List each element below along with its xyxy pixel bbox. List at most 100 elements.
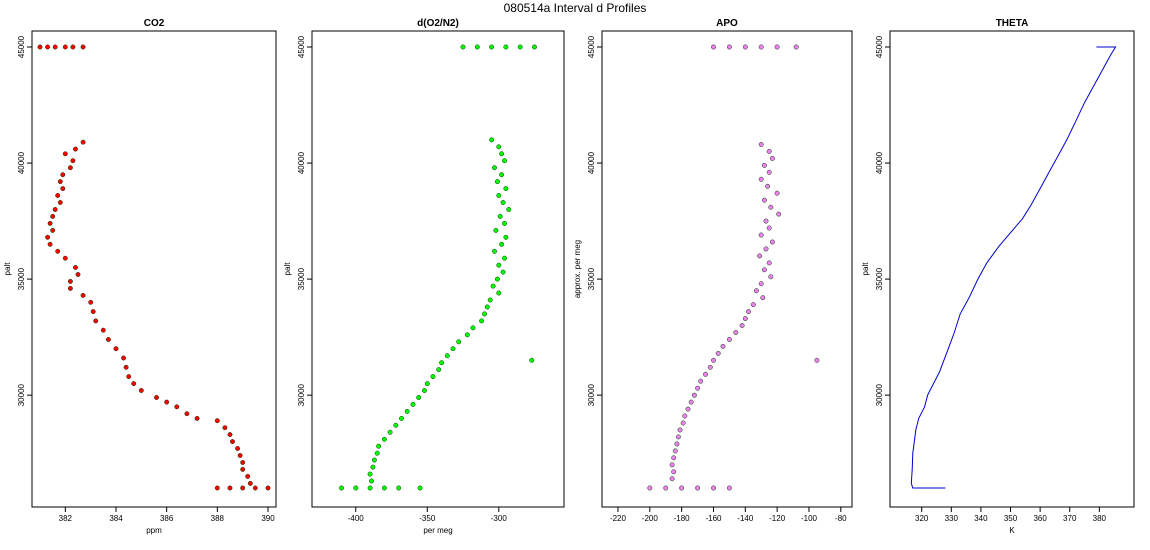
data-point bbox=[711, 485, 716, 491]
data-point bbox=[47, 220, 53, 226]
data-point bbox=[758, 142, 764, 147]
data-point bbox=[753, 288, 759, 294]
data-point bbox=[62, 151, 68, 157]
data-point bbox=[698, 378, 704, 384]
data-point bbox=[517, 44, 523, 50]
data-point bbox=[75, 272, 81, 277]
y-tick-label: 45000 bbox=[587, 35, 596, 58]
data-point bbox=[671, 469, 677, 475]
data-point bbox=[240, 466, 246, 472]
data-point bbox=[73, 146, 78, 152]
data-point bbox=[52, 44, 58, 50]
data-point bbox=[126, 374, 132, 380]
data-point bbox=[393, 422, 399, 428]
x-tick-label: -160 bbox=[705, 514, 722, 523]
data-point bbox=[733, 330, 739, 335]
panel-title: CO2 bbox=[144, 18, 165, 29]
data-point bbox=[164, 399, 170, 405]
data-point bbox=[70, 44, 76, 50]
data-point bbox=[45, 44, 51, 50]
data-point bbox=[760, 295, 766, 301]
data-point bbox=[369, 478, 374, 484]
data-point bbox=[247, 480, 253, 486]
x-tick-label: -300 bbox=[491, 514, 508, 523]
panel-theta: THETA 320 330 340 350 360 370 380 30000 35000 4000… bbox=[861, 18, 1135, 535]
y-tick-label: 45000 bbox=[297, 35, 306, 58]
data-point bbox=[766, 260, 772, 266]
x-tick-label: 386 bbox=[160, 514, 174, 523]
data-point bbox=[436, 367, 442, 373]
data-point bbox=[227, 485, 233, 491]
panel-o2n2: d(O2/N2) -400 -350 -300 30000 35000 40000 45000… bbox=[283, 18, 565, 535]
data-point bbox=[50, 227, 56, 233]
figure-title: 080514a Interval d Profiles bbox=[504, 1, 647, 15]
data-point bbox=[499, 241, 505, 247]
y-axis-label: palt bbox=[861, 262, 870, 276]
data-point bbox=[80, 44, 86, 50]
data-point bbox=[62, 44, 68, 50]
data-point bbox=[60, 172, 66, 178]
x-tick-label: 380 bbox=[1093, 514, 1107, 523]
data-point bbox=[499, 172, 505, 178]
data-point bbox=[691, 392, 697, 398]
data-point bbox=[492, 165, 497, 171]
data-point bbox=[726, 485, 732, 491]
x-tick-label: 320 bbox=[915, 514, 929, 523]
x-axis-label: per meg bbox=[423, 526, 452, 535]
data-point bbox=[672, 448, 678, 454]
data-point bbox=[503, 186, 509, 192]
data-point bbox=[138, 388, 144, 393]
data-point bbox=[768, 204, 774, 210]
data-point bbox=[154, 395, 159, 400]
data-point bbox=[484, 304, 490, 310]
data-point bbox=[265, 485, 271, 491]
data-point bbox=[500, 269, 506, 275]
data-point bbox=[503, 44, 509, 50]
data-point bbox=[669, 462, 675, 468]
data-point bbox=[439, 360, 445, 366]
data-point bbox=[529, 357, 535, 363]
data-point bbox=[367, 485, 373, 491]
data-point bbox=[715, 350, 721, 356]
data-point bbox=[758, 281, 764, 287]
data-point bbox=[746, 309, 751, 315]
data-point bbox=[493, 227, 499, 233]
data-point bbox=[680, 420, 686, 426]
data-point bbox=[489, 44, 495, 50]
data-point bbox=[73, 265, 78, 270]
data-point bbox=[450, 346, 456, 352]
data-point bbox=[726, 337, 732, 342]
data-point bbox=[720, 343, 726, 349]
data-point bbox=[695, 385, 701, 391]
data-point bbox=[214, 485, 220, 491]
y-axis-label: palt bbox=[283, 262, 292, 276]
data-point bbox=[227, 432, 233, 438]
x-tick-label: -400 bbox=[348, 514, 365, 523]
x-tick-label: -200 bbox=[642, 514, 659, 523]
panel-title: d(O2/N2) bbox=[417, 18, 459, 29]
plot-frame bbox=[601, 30, 853, 508]
data-point bbox=[769, 239, 775, 245]
data-point bbox=[444, 353, 450, 359]
x-tick-label: 384 bbox=[109, 514, 123, 523]
x-tick-label: 382 bbox=[59, 514, 73, 523]
y-axis-label: approx. per meg bbox=[573, 240, 582, 298]
y-tick-label: 45000 bbox=[875, 35, 884, 58]
x-tick-label: -350 bbox=[419, 514, 436, 523]
data-point bbox=[496, 144, 502, 150]
data-point bbox=[396, 485, 402, 491]
data-point bbox=[57, 200, 63, 205]
data-point bbox=[100, 327, 106, 333]
data-point bbox=[761, 267, 767, 273]
data-point bbox=[487, 297, 493, 303]
data-point bbox=[367, 471, 373, 477]
data-point bbox=[497, 213, 503, 219]
data-point bbox=[494, 276, 500, 282]
data-point bbox=[90, 309, 96, 315]
x-tick-label: -220 bbox=[610, 514, 627, 523]
data-point bbox=[677, 427, 683, 433]
data-point bbox=[814, 357, 820, 363]
data-point bbox=[739, 323, 745, 328]
data-point bbox=[240, 460, 246, 465]
data-point bbox=[682, 413, 688, 419]
